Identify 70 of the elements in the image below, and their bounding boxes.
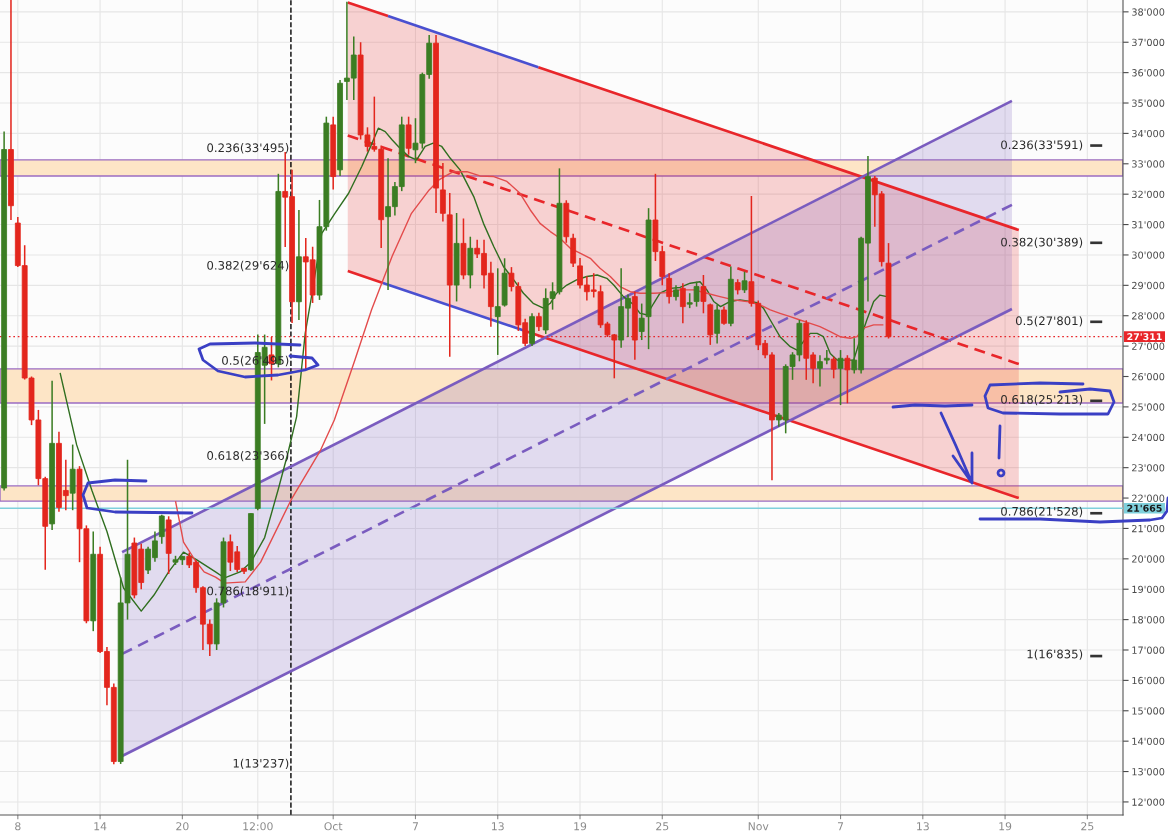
ref-line-label: 27'311 [1127, 333, 1162, 341]
y-tick-label: 32'000 [1132, 190, 1165, 199]
y-tick-label: 14'000 [1132, 737, 1165, 745]
y-tick-label: 29'000 [1132, 281, 1165, 290]
y-tick-label: 15'000 [1132, 707, 1165, 715]
y-tick-label: 20'000 [1132, 555, 1165, 563]
y-tick-label: 38'000 [1132, 8, 1165, 16]
x-tick-label: 12:00 [243, 822, 273, 831]
x-tick-label: 19 [574, 822, 587, 831]
y-tick-label: 16'000 [1132, 676, 1165, 685]
ref-line-label: 21'665 [1127, 504, 1162, 512]
candlestick [830, 355, 837, 380]
x-tick-label: 8 [15, 822, 21, 831]
annotation: 0.786(21'528) [1001, 506, 1083, 518]
candlestick [666, 272, 673, 305]
candlestick [700, 274, 707, 315]
x-tick-label: 7 [837, 822, 844, 831]
annotation: 0.236(33'591) [1001, 140, 1083, 151]
y-tick-label: 26'000 [1132, 372, 1165, 381]
x-tick-label: Oct [324, 822, 343, 831]
x-tick-label: 19 [999, 822, 1012, 831]
x-tick-label: 13 [917, 822, 929, 831]
y-tick-label: 33'000 [1132, 160, 1165, 168]
candlestick [837, 349, 844, 406]
candlestick [535, 311, 542, 332]
y-tick-label: 25'000 [1132, 403, 1165, 411]
x-tick-label: 14 [94, 822, 107, 831]
candlestick [158, 514, 165, 545]
candlestick [823, 349, 830, 366]
y-tick-label: 21'000 [1132, 524, 1165, 533]
y-tick-label: 24'000 [1132, 433, 1165, 442]
y-tick-label: 22'000 [1132, 494, 1165, 502]
y-tick-label: 13'000 [1132, 768, 1165, 776]
y-tick-label: 19'000 [1132, 585, 1165, 594]
annotation: 0.236(33'495) [207, 143, 289, 154]
y-tick-label: 30'000 [1132, 251, 1165, 259]
candlestick [741, 270, 748, 294]
annotation: 0.382(30'389) [1001, 237, 1083, 248]
y-tick-label: 35'000 [1132, 99, 1165, 107]
y-tick-label: 36'000 [1132, 69, 1165, 77]
y-tick-label: 18'000 [1132, 616, 1165, 624]
y-tick-label: 37'000 [1132, 38, 1165, 47]
candlestick [638, 302, 645, 341]
x-tick-label: 25 [656, 822, 669, 831]
candlestick [440, 162, 446, 223]
x-tick-label: 7 [412, 822, 418, 831]
y-tick-label: 12'000 [1132, 798, 1165, 806]
annotation: 0.618(25'213) [1001, 394, 1083, 406]
x-tick-label: 20 [176, 822, 189, 831]
candlestick [721, 305, 727, 326]
candlestick [405, 115, 412, 156]
candlestick [679, 282, 686, 325]
annotation: 0.5(27'801) [1015, 316, 1083, 327]
x-tick-label: 25 [1081, 822, 1094, 831]
x-tick-label: 13 [492, 822, 504, 831]
candlestick [494, 267, 501, 356]
x-tick-label: Nov [748, 822, 769, 831]
candlestick [69, 443, 76, 511]
y-tick-label: 28'000 [1132, 312, 1165, 320]
y-tick-label: 17'000 [1132, 646, 1165, 654]
y-tick-label: 27'000 [1132, 342, 1165, 350]
y-tick-label: 31'000 [1132, 221, 1165, 229]
annotation: 1(16'835) [1027, 649, 1083, 660]
y-tick-label: 34'000 [1132, 129, 1165, 138]
annotation: 1(13'237) [233, 758, 289, 770]
candlestick [714, 304, 721, 345]
candlestick [693, 280, 700, 308]
candlestick [817, 354, 823, 388]
candlestick [844, 354, 851, 405]
y-tick-label: 23'000 [1132, 464, 1165, 472]
